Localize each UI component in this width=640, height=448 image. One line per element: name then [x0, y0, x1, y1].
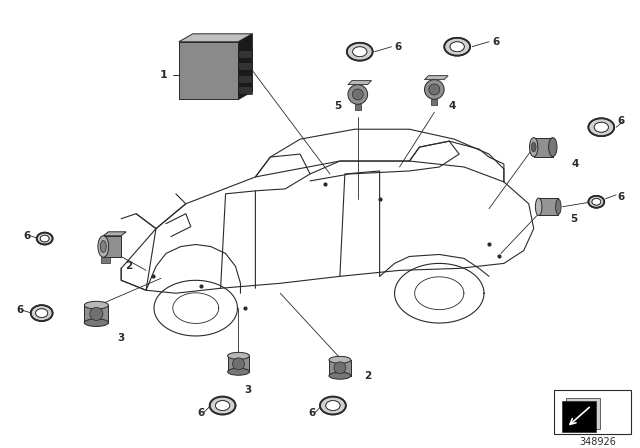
Text: 6: 6 [16, 305, 24, 315]
Text: 5: 5 [570, 214, 577, 224]
Ellipse shape [556, 199, 561, 215]
Text: 4: 4 [449, 101, 456, 112]
Ellipse shape [84, 302, 108, 309]
Polygon shape [355, 104, 361, 110]
Ellipse shape [210, 396, 236, 414]
Ellipse shape [216, 401, 230, 410]
Polygon shape [348, 81, 372, 85]
Text: 6: 6 [23, 231, 30, 241]
Ellipse shape [232, 358, 244, 370]
Ellipse shape [353, 47, 367, 56]
Ellipse shape [100, 241, 106, 253]
Ellipse shape [347, 43, 372, 60]
Polygon shape [101, 257, 111, 263]
Polygon shape [431, 99, 437, 105]
Polygon shape [179, 42, 239, 99]
Polygon shape [228, 356, 250, 372]
Polygon shape [561, 401, 596, 432]
Ellipse shape [352, 89, 364, 100]
Ellipse shape [90, 307, 103, 320]
Text: 3: 3 [245, 385, 252, 395]
Ellipse shape [450, 42, 464, 52]
Ellipse shape [40, 235, 49, 242]
Text: 6: 6 [618, 192, 625, 202]
Text: 6: 6 [308, 408, 316, 418]
Polygon shape [84, 305, 108, 323]
Ellipse shape [548, 138, 557, 157]
Polygon shape [179, 34, 252, 42]
Polygon shape [103, 236, 121, 257]
Text: 1: 1 [160, 69, 168, 80]
Ellipse shape [444, 38, 470, 56]
Bar [554, 390, 631, 435]
Text: 6: 6 [618, 116, 625, 126]
Text: 6: 6 [492, 37, 500, 47]
Text: 348926: 348926 [579, 437, 616, 448]
Ellipse shape [536, 198, 542, 215]
Ellipse shape [348, 85, 367, 104]
Polygon shape [103, 232, 126, 236]
FancyBboxPatch shape [239, 86, 252, 95]
Ellipse shape [529, 138, 538, 157]
Ellipse shape [531, 142, 536, 152]
FancyBboxPatch shape [239, 62, 252, 69]
Ellipse shape [594, 122, 609, 132]
Polygon shape [539, 198, 558, 215]
Ellipse shape [334, 362, 346, 374]
Ellipse shape [320, 396, 346, 414]
Ellipse shape [84, 319, 108, 327]
Ellipse shape [592, 198, 601, 205]
Ellipse shape [429, 84, 440, 95]
Ellipse shape [588, 196, 604, 208]
Ellipse shape [31, 305, 52, 321]
Polygon shape [534, 138, 553, 157]
Ellipse shape [424, 80, 444, 99]
Polygon shape [566, 397, 600, 429]
Ellipse shape [228, 368, 250, 375]
Ellipse shape [228, 353, 250, 359]
Text: 3: 3 [118, 333, 125, 343]
Text: 6: 6 [197, 408, 204, 418]
Text: 2: 2 [364, 371, 371, 381]
Ellipse shape [588, 118, 614, 136]
Polygon shape [424, 76, 448, 80]
Ellipse shape [326, 401, 340, 410]
Polygon shape [329, 360, 351, 376]
Ellipse shape [329, 372, 351, 379]
Ellipse shape [36, 233, 52, 245]
FancyBboxPatch shape [239, 74, 252, 82]
Ellipse shape [98, 236, 109, 257]
Ellipse shape [36, 309, 48, 318]
Text: 6: 6 [394, 42, 401, 52]
Polygon shape [239, 34, 252, 99]
Ellipse shape [329, 356, 351, 363]
Text: 5: 5 [334, 101, 342, 112]
Text: 2: 2 [125, 261, 132, 271]
FancyBboxPatch shape [239, 50, 252, 58]
Text: 4: 4 [572, 159, 579, 169]
